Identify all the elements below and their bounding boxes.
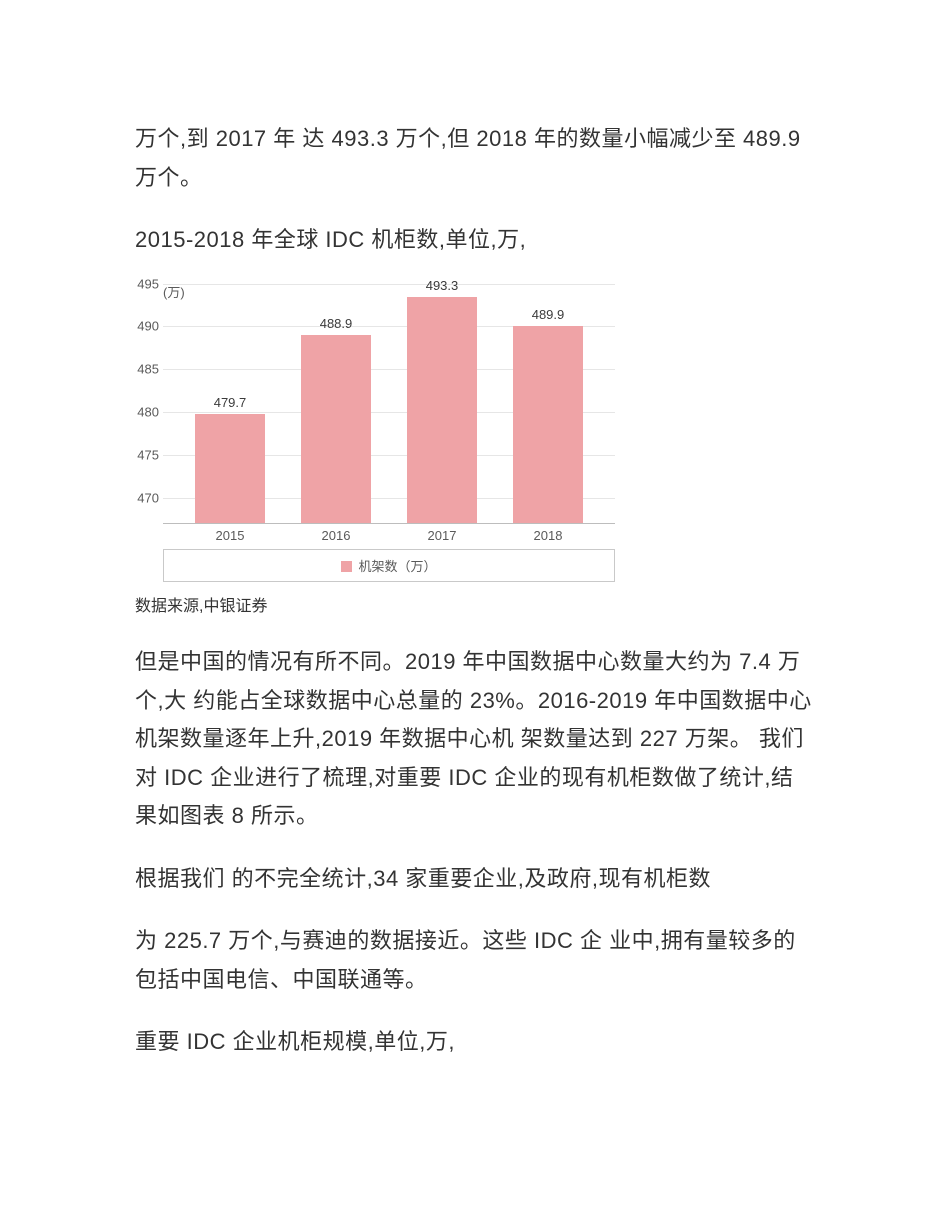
china-paragraph: 但是中国的情况有所不同。2019 年中国数据中心数量大约为 7.4 万个,大 约…: [135, 643, 815, 836]
x-tick-label: 2016: [301, 528, 371, 543]
bar-rect: [195, 414, 265, 523]
y-tick-label: 490: [125, 319, 159, 334]
idc-bar-chart: (万) 470475480485490495479.7488.9493.3489…: [135, 284, 615, 582]
y-tick-label: 475: [125, 447, 159, 462]
stats-paragraph: 根据我们 的不完全统计,34 家重要企业,及政府,现有机柜数: [135, 860, 815, 899]
bar-column: 479.7: [195, 395, 265, 523]
bar-value-label: 488.9: [320, 316, 353, 331]
follow-paragraph: 为 225.7 万个,与赛迪的数据接近。这些 IDC 企 业中,拥有量较多的包括…: [135, 922, 815, 999]
y-tick-label: 470: [125, 490, 159, 505]
bar-rect: [513, 326, 583, 522]
bar-column: 489.9: [513, 307, 583, 522]
legend-swatch: [341, 561, 352, 572]
bar-value-label: 489.9: [532, 307, 565, 322]
x-tick-label: 2015: [195, 528, 265, 543]
y-tick-label: 495: [125, 276, 159, 291]
y-tick-label: 480: [125, 405, 159, 420]
bar-value-label: 493.3: [426, 278, 459, 293]
bar-column: 493.3: [407, 278, 477, 522]
bar-rect: [301, 335, 371, 523]
bar-rect: [407, 297, 477, 522]
chart-title: 2015-2018 年全球 IDC 机柜数,单位,万,: [135, 221, 815, 260]
legend-label: 机架数（万）: [358, 559, 436, 574]
bar-column: 488.9: [301, 316, 371, 523]
intro-paragraph: 万个,到 2017 年 达 493.3 万个,但 2018 年的数量小幅减少至 …: [135, 120, 815, 197]
bar-value-label: 479.7: [214, 395, 247, 410]
x-tick-label: 2018: [513, 528, 583, 543]
x-tick-label: 2017: [407, 528, 477, 543]
y-tick-label: 485: [125, 362, 159, 377]
last-heading: 重要 IDC 企业机柜规模,单位,万,: [135, 1023, 815, 1062]
chart-legend: 机架数（万）: [163, 549, 615, 582]
bars-container: 479.7488.9493.3489.9: [163, 284, 615, 523]
data-source: 数据来源,中银证券: [135, 594, 815, 620]
